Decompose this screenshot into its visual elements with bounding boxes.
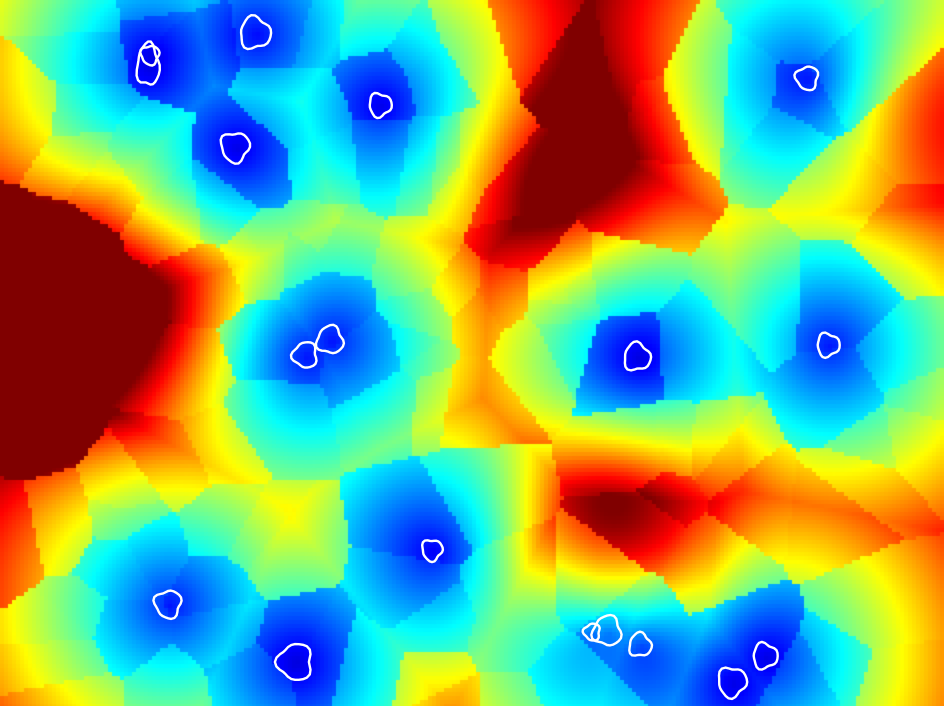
cell-contour [368,91,393,120]
cell-contour [139,44,161,67]
cell-contour [752,640,779,671]
cell-contour [239,13,273,51]
cell-contour [219,132,252,165]
cell-contour [152,589,183,621]
cell-contour [273,642,312,681]
cell-contour [628,630,654,657]
cell-contour [793,65,820,92]
cell-contour [717,666,749,701]
cell-contour [289,341,318,369]
cell-contour [314,323,346,355]
cell-contour [590,613,623,647]
cell-contour [816,331,841,360]
cell-contour [623,340,653,372]
cell-contour [421,539,445,564]
cell-contour [581,622,601,642]
